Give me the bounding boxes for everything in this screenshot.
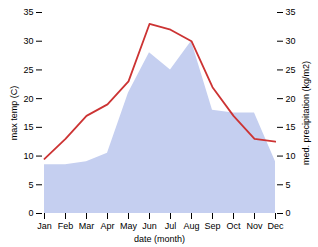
svg-text:Jul: Jul — [165, 221, 177, 231]
svg-text:Dec: Dec — [267, 221, 284, 231]
svg-text:30: 30 — [23, 36, 33, 46]
svg-text:Jan: Jan — [37, 221, 52, 231]
svg-text:10: 10 — [286, 151, 296, 161]
svg-text:35: 35 — [286, 7, 296, 17]
svg-text:10: 10 — [23, 151, 33, 161]
svg-text:Feb: Feb — [58, 221, 74, 231]
svg-text:20: 20 — [23, 94, 33, 104]
svg-text:Nov: Nov — [246, 221, 263, 231]
svg-text:May: May — [120, 221, 138, 231]
svg-text:Jun: Jun — [142, 221, 157, 231]
svg-text:date (month): date (month) — [134, 234, 185, 244]
svg-text:5: 5 — [28, 180, 33, 190]
svg-text:Sep: Sep — [204, 221, 220, 231]
svg-text:35: 35 — [23, 7, 33, 17]
svg-text:25: 25 — [286, 65, 296, 75]
svg-text:0: 0 — [28, 208, 33, 218]
svg-text:med. precipitation (kg/m2): med. precipitation (kg/m2) — [301, 61, 311, 165]
svg-text:0: 0 — [286, 208, 291, 218]
svg-text:Mar: Mar — [79, 221, 95, 231]
svg-text:30: 30 — [286, 36, 296, 46]
svg-text:Aug: Aug — [183, 221, 199, 231]
svg-text:max temp (C): max temp (C) — [9, 86, 19, 141]
svg-text:15: 15 — [23, 122, 33, 132]
svg-text:25: 25 — [23, 65, 33, 75]
svg-text:Apr: Apr — [100, 221, 114, 231]
svg-text:20: 20 — [286, 94, 296, 104]
svg-text:Oct: Oct — [226, 221, 241, 231]
svg-text:15: 15 — [286, 122, 296, 132]
svg-text:5: 5 — [286, 180, 291, 190]
